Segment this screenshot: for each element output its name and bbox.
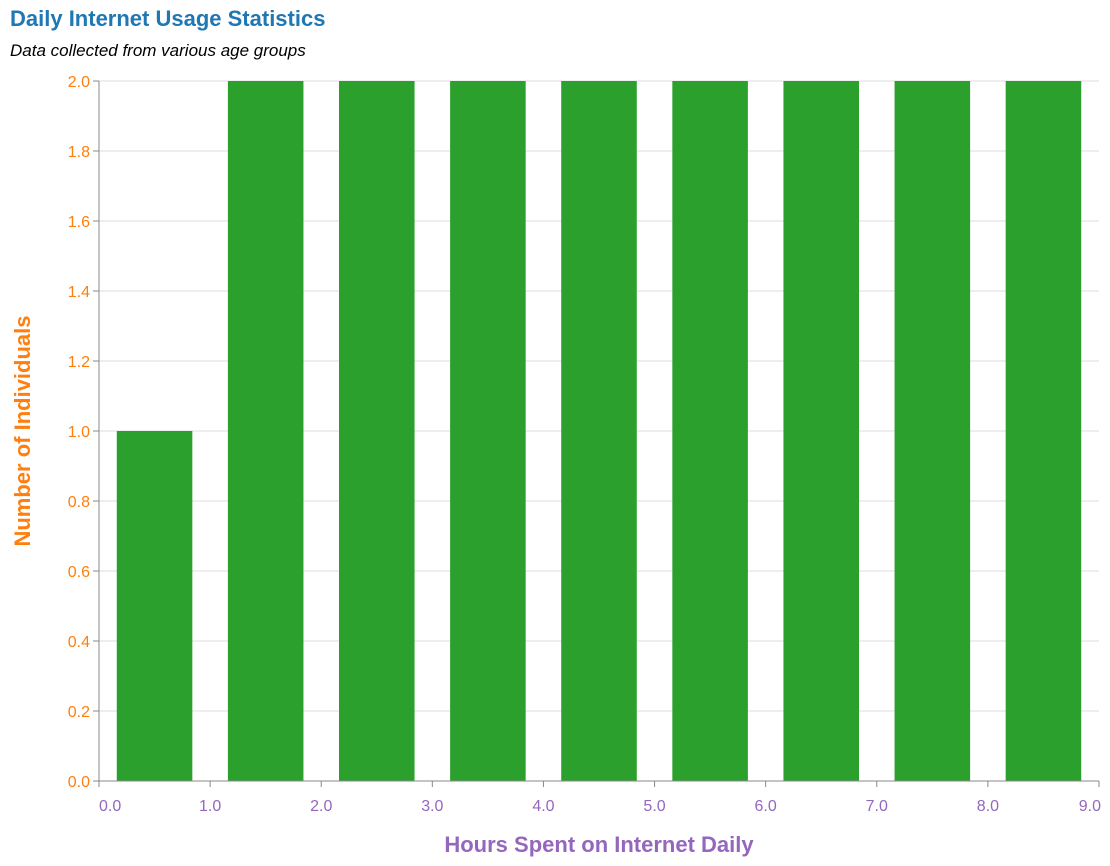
bar-2	[339, 81, 415, 781]
y-tick-label: 0.2	[68, 704, 90, 721]
chart-title: Daily Internet Usage Statistics	[10, 6, 326, 31]
y-tick-labels: 0.0 0.2 0.4 0.6 0.8 1.0 1.2 1.4 1.6 1.8 2.0	[68, 74, 90, 791]
y-tick-label: 2.0	[68, 74, 90, 91]
x-tick-label: 5.0	[643, 798, 665, 815]
x-tick-label: 8.0	[977, 798, 999, 815]
y-tick-label: 0.6	[68, 564, 90, 581]
y-tick-label: 1.8	[68, 144, 90, 161]
x-axis-title: Hours Spent on Internet Daily	[444, 832, 754, 857]
y-tick-label: 0.8	[68, 494, 90, 511]
x-tick-label: 6.0	[755, 798, 777, 815]
bar-3	[450, 81, 526, 781]
bar-4	[561, 81, 637, 781]
bar-5	[672, 81, 748, 781]
x-tick-labels: 0.0 1.0 2.0 3.0 4.0 5.0 6.0 7.0 8.0 9.0	[99, 798, 1101, 815]
bar-7	[894, 81, 971, 781]
y-tick-label: 0.0	[68, 774, 90, 791]
y-tick-label: 1.6	[68, 214, 90, 231]
x-tick-label: 2.0	[310, 798, 332, 815]
y-tick-label: 1.4	[68, 284, 90, 301]
bars	[116, 81, 1082, 781]
y-tick-label: 1.0	[68, 424, 90, 441]
y-tick-label: 0.4	[68, 634, 90, 651]
chart-subtitle: Data collected from various age groups	[10, 41, 306, 60]
axes	[93, 80, 1100, 787]
bar-8	[1005, 81, 1082, 781]
x-tick-label: 3.0	[421, 798, 443, 815]
x-tick-label: 0.0	[99, 798, 121, 815]
x-tick-label: 7.0	[866, 798, 888, 815]
x-tick-label: 9.0	[1079, 798, 1101, 815]
y-axis-title: Number of Individuals	[10, 315, 35, 546]
bar-0	[116, 431, 193, 781]
x-tick-label: 4.0	[532, 798, 554, 815]
bar-6	[783, 81, 859, 781]
x-tick-label: 1.0	[199, 798, 221, 815]
y-tick-label: 1.2	[68, 354, 90, 371]
bar-1	[227, 81, 304, 781]
